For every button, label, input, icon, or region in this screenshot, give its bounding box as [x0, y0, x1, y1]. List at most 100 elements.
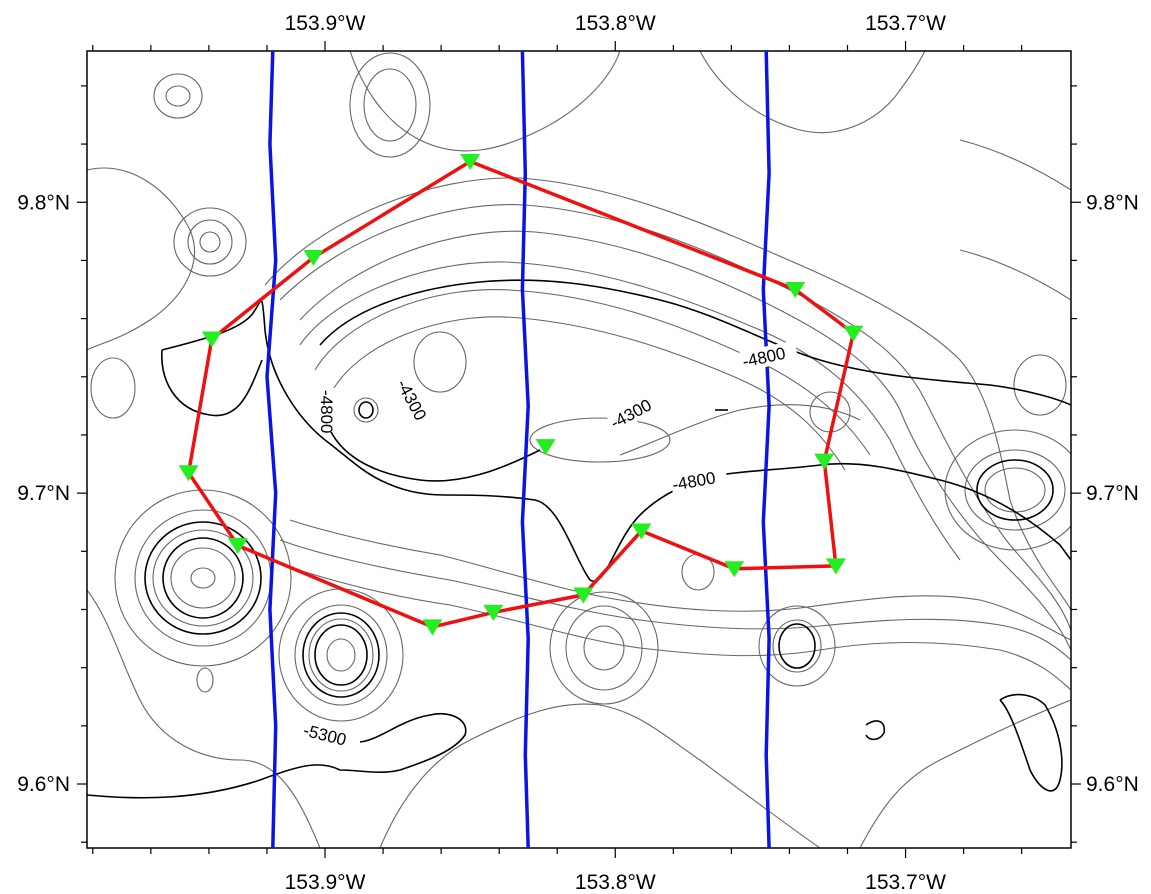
contour-line: [279, 204, 1071, 631]
lat-tick-label-right: 9.7°N: [1086, 482, 1139, 505]
contour-line: [859, 699, 1071, 848]
contour-ring: [278, 588, 404, 722]
survey-line-layer: [265, 50, 771, 849]
contour-ring: [353, 397, 379, 423]
contour-label: -4300: [607, 395, 654, 432]
contour-ring: [187, 219, 233, 265]
contour-ring: [170, 547, 236, 609]
lon-tick-label-bottom: 153.7°W: [865, 871, 946, 894]
contour-ring: [984, 467, 1046, 513]
contour-ring: [772, 619, 822, 673]
contour-line: [264, 177, 1071, 611]
contour-major-ring: [144, 521, 262, 635]
contour-ring: [165, 85, 191, 107]
contour-ring: [294, 604, 388, 706]
contour-label: -4800: [671, 468, 717, 494]
contour-major-ring: [976, 459, 1054, 521]
station-marker: [483, 604, 504, 621]
contour-ring: [944, 429, 1071, 551]
contour-ring: [196, 667, 214, 693]
contour-major-line: [329, 429, 541, 482]
station-marker: [303, 250, 324, 267]
lat-tick-label-left: 9.7°N: [17, 482, 70, 505]
contour-ring: [964, 449, 1066, 531]
contour-line: [87, 589, 321, 848]
contour-label: -4300: [393, 376, 430, 423]
contour-minor-group: [87, 51, 1071, 848]
contour-ring: [583, 625, 625, 671]
contour-ring: [326, 638, 356, 672]
contour-major-line: [87, 713, 467, 799]
lat-tick-label-right: 9.6°N: [1086, 773, 1139, 796]
contour-major-ring: [302, 612, 380, 698]
station-marker: [814, 453, 835, 470]
station-marker: [631, 523, 652, 540]
contour-line: [269, 559, 1071, 691]
lon-tick-label-top: 153.7°W: [865, 12, 946, 35]
contour-ring: [1013, 354, 1067, 416]
lon-tick-label-top: 153.8°W: [575, 12, 656, 35]
station-marker: [227, 537, 248, 554]
contour-ring: [308, 618, 374, 692]
survey-line: [265, 50, 278, 849]
contour-major-line: [319, 279, 1071, 406]
contour-line: [279, 539, 1071, 661]
contour-line: [379, 703, 821, 848]
contour-line: [959, 249, 1071, 301]
contour-ring: [152, 529, 254, 627]
contour-major-line: [161, 349, 263, 417]
contour-major-line: [865, 720, 886, 741]
station-marker: [825, 558, 846, 575]
contour-label: -4800: [317, 390, 336, 433]
contour-ring: [565, 605, 643, 691]
contour-major-line: [999, 693, 1063, 792]
survey-line: [520, 50, 530, 849]
contour-ring: [173, 207, 247, 277]
station-marker: [460, 154, 481, 171]
contour-ring: [549, 591, 659, 705]
station-marker: [422, 619, 443, 636]
station-marker: [573, 587, 594, 604]
contour-ring: [90, 357, 136, 419]
lat-tick-label-left: 9.8°N: [17, 191, 70, 214]
contour-major-line: [161, 300, 1071, 583]
station-marker: [201, 331, 222, 348]
contour-ring: [199, 231, 221, 253]
contour-line: [619, 404, 861, 456]
contour-ring: [363, 68, 417, 142]
contour-ring: [349, 52, 431, 158]
contour-ring: [809, 391, 851, 433]
lon-tick-label-bottom: 153.8°W: [575, 871, 656, 894]
contour-line: [329, 316, 846, 471]
contour-line: [959, 139, 1071, 191]
contour-ring: [114, 489, 292, 667]
lat-tick-label-right: 9.8°N: [1086, 191, 1139, 214]
contour-ring: [413, 331, 467, 393]
contour-ring: [153, 73, 203, 119]
lon-tick-label-top: 153.9°W: [285, 12, 366, 35]
map-frame: [86, 50, 1072, 849]
station-marker-layer: [178, 154, 864, 636]
tick-layer: 153.9°W 153.9°W 153.8°W 153.8°W 153.7°W 153.7…: [17, 12, 1139, 894]
contour-major-group: [87, 279, 1071, 799]
contour-line: [87, 167, 195, 351]
contour-line: [299, 230, 1071, 651]
lon-tick-label-bottom: 153.9°W: [285, 871, 366, 894]
contour-line: [699, 51, 926, 134]
contour-line: [299, 261, 961, 561]
contour-major-ring: [162, 537, 244, 619]
contour-layer: [87, 51, 1071, 848]
contour-label: -5300: [301, 721, 348, 750]
station-marker: [178, 465, 199, 482]
contour-ring: [529, 417, 671, 463]
station-marker: [535, 439, 556, 456]
contour-label: -4800: [741, 344, 787, 372]
contour-major-ring: [314, 624, 368, 686]
station-marker: [785, 282, 806, 299]
contour-major-ring: [358, 401, 374, 419]
station-marker: [724, 561, 745, 578]
station-marker: [843, 325, 864, 342]
lat-tick-label-left: 9.6°N: [17, 773, 70, 796]
